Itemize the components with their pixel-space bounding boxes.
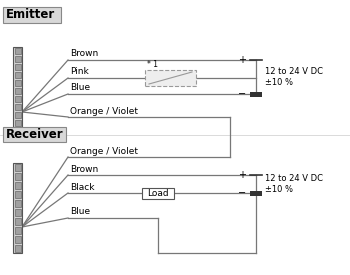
Text: Pink: Pink — [70, 67, 89, 76]
Text: Brown: Brown — [70, 164, 98, 174]
Bar — [13, 47, 22, 127]
Text: Black: Black — [70, 183, 94, 191]
Bar — [13, 163, 22, 253]
Text: Orange / Violet: Orange / Violet — [70, 147, 138, 155]
Bar — [142, 188, 174, 199]
Text: −: − — [238, 188, 246, 198]
Text: Blue: Blue — [70, 84, 90, 92]
Text: 12 to 24 V DC
±10 %: 12 to 24 V DC ±10 % — [265, 67, 323, 87]
Text: Blue: Blue — [70, 208, 90, 216]
Bar — [14, 80, 21, 86]
Text: Emitter: Emitter — [6, 9, 55, 21]
Bar — [14, 200, 21, 207]
Bar — [14, 173, 21, 180]
Bar — [14, 120, 21, 126]
Bar — [14, 209, 21, 216]
Bar — [14, 96, 21, 102]
FancyBboxPatch shape — [3, 7, 61, 23]
Bar — [250, 92, 262, 97]
Bar — [14, 182, 21, 189]
Text: * 1: * 1 — [147, 60, 158, 69]
Bar — [14, 164, 21, 171]
Bar — [14, 72, 21, 78]
Bar — [14, 218, 21, 225]
Text: Orange / Violet: Orange / Violet — [70, 106, 138, 115]
Bar — [14, 104, 21, 110]
FancyBboxPatch shape — [3, 127, 66, 142]
Text: Brown: Brown — [70, 50, 98, 59]
Bar — [14, 88, 21, 94]
Text: Receiver: Receiver — [6, 128, 64, 141]
Text: +: + — [238, 55, 246, 65]
Text: −: − — [238, 89, 246, 99]
Bar — [250, 191, 262, 196]
Bar — [145, 70, 196, 86]
Bar — [14, 236, 21, 243]
Text: +: + — [238, 170, 246, 180]
Text: 12 to 24 V DC
±10 %: 12 to 24 V DC ±10 % — [265, 174, 323, 194]
Text: Load: Load — [147, 188, 169, 197]
Bar — [14, 245, 21, 252]
Bar — [14, 191, 21, 198]
Bar — [14, 56, 21, 62]
Bar — [14, 48, 21, 54]
Bar — [14, 112, 21, 118]
Bar — [14, 64, 21, 70]
Bar — [14, 227, 21, 234]
